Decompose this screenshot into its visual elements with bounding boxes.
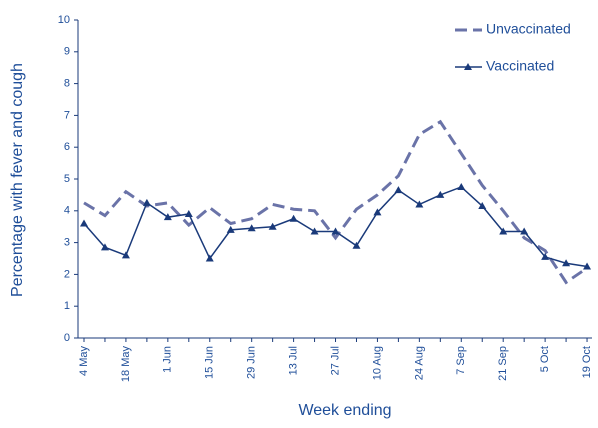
- x-tick-label: 7 Sep: [455, 346, 467, 375]
- marker: [289, 214, 298, 222]
- marker: [268, 222, 277, 230]
- marker: [80, 219, 88, 227]
- x-tick-label: 15 Jun: [204, 346, 216, 379]
- y-tick-label: 0: [64, 332, 70, 344]
- marker: [478, 202, 487, 210]
- y-tick-label: 7: [64, 109, 70, 121]
- y-tick-label: 9: [64, 46, 70, 58]
- marker: [226, 225, 235, 233]
- y-tick-label: 8: [64, 78, 70, 90]
- x-axis-title: Week ending: [298, 402, 391, 419]
- y-tick-label: 2: [64, 268, 70, 280]
- x-tick-label: 24 Aug: [413, 346, 425, 380]
- x-tick-label: 1 Jun: [162, 346, 174, 373]
- marker: [142, 198, 151, 206]
- marker: [394, 186, 403, 194]
- y-tick-label: 6: [64, 141, 70, 153]
- x-tick-label: 29 Jun: [246, 346, 258, 379]
- marker: [310, 227, 319, 235]
- x-tick-label: 21 Sep: [497, 346, 509, 381]
- y-tick-label: 1: [64, 300, 70, 312]
- x-tick-label: 4 May: [78, 346, 90, 376]
- legend-marker: [464, 63, 472, 70]
- marker: [520, 227, 529, 235]
- marker: [562, 259, 571, 267]
- marker: [373, 208, 382, 216]
- marker: [436, 190, 445, 198]
- y-tick-label: 5: [64, 173, 70, 185]
- x-tick-label: 13 Jul: [288, 346, 300, 375]
- x-tick-label: 19 Oct: [581, 346, 593, 378]
- marker: [247, 224, 256, 232]
- line: [83, 186, 588, 268]
- marker: [541, 252, 550, 260]
- legend-label: Vaccinated: [486, 58, 554, 74]
- marker: [415, 200, 424, 208]
- line: [83, 119, 588, 285]
- x-tick-label: 5 Oct: [539, 346, 551, 372]
- y-tick-label: 4: [64, 205, 70, 217]
- marker: [100, 243, 109, 251]
- x-tick-label: 10 Aug: [371, 346, 383, 380]
- marker: [184, 209, 193, 217]
- x-tick-label: 18 May: [120, 346, 132, 383]
- marker: [163, 213, 172, 221]
- y-axis-title: Percentage with fever and cough: [9, 63, 26, 297]
- marker: [205, 254, 214, 262]
- marker: [499, 227, 508, 235]
- legend-label: Unvaccinated: [486, 21, 571, 37]
- x-tick-label: 27 Jul: [329, 346, 341, 375]
- marker: [331, 227, 340, 235]
- marker: [583, 262, 592, 270]
- marker: [457, 182, 466, 190]
- marker: [121, 251, 130, 259]
- marker: [352, 241, 361, 249]
- y-tick-label: 3: [64, 237, 70, 249]
- y-tick-label: 10: [58, 14, 70, 26]
